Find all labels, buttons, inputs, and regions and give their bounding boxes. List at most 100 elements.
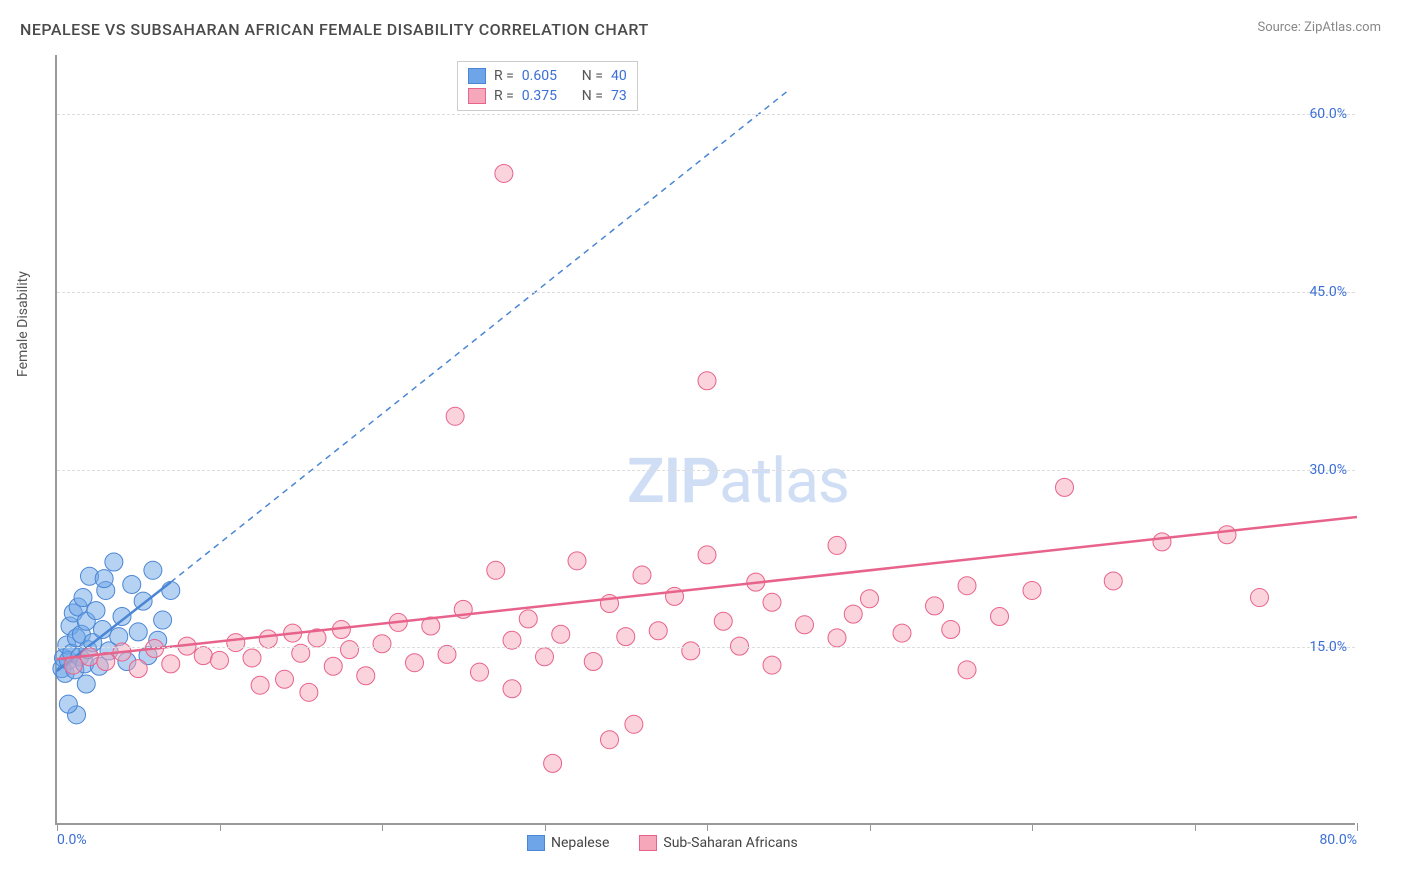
legend-series-item: Nepalese — [527, 835, 609, 851]
x-tick — [1195, 823, 1196, 831]
gridline-h — [57, 114, 1355, 115]
scatter-point — [503, 680, 521, 698]
x-tick — [545, 823, 546, 831]
scatter-point — [617, 628, 635, 646]
legend-series-label: Sub-Saharan Africans — [663, 835, 797, 851]
scatter-point — [105, 553, 123, 571]
scatter-point — [893, 624, 911, 642]
scatter-point — [259, 630, 277, 648]
x-tick-label: 80.0% — [1319, 832, 1357, 848]
scatter-point — [227, 634, 245, 652]
scatter-point — [495, 164, 513, 182]
scatter-point — [633, 566, 651, 584]
x-tick — [1357, 823, 1358, 831]
scatter-point — [584, 653, 602, 671]
r-value: 0.605 — [522, 68, 574, 84]
scatter-point — [844, 605, 862, 623]
plot-svg — [57, 55, 1355, 823]
legend-series-label: Nepalese — [551, 835, 609, 851]
legend-correlation-row: R =0.605N =40 — [468, 66, 627, 86]
scatter-point — [406, 654, 424, 672]
scatter-point — [958, 661, 976, 679]
scatter-point — [194, 647, 212, 665]
scatter-point — [251, 676, 269, 694]
scatter-point — [110, 628, 128, 646]
n-value: 40 — [611, 68, 627, 84]
gridline-h — [57, 647, 1355, 648]
scatter-point — [77, 675, 95, 693]
scatter-point — [87, 602, 105, 620]
r-label: R = — [494, 68, 514, 84]
scatter-point — [763, 656, 781, 674]
scatter-point — [276, 670, 294, 688]
scatter-point — [544, 754, 562, 772]
scatter-point — [828, 536, 846, 554]
regression-dash — [171, 91, 789, 583]
scatter-point — [601, 731, 619, 749]
y-tick-label: 60.0% — [1309, 106, 1347, 122]
scatter-point — [991, 608, 1009, 626]
scatter-point — [926, 597, 944, 615]
chart-title: NEPALESE VS SUBSAHARAN AFRICAN FEMALE DI… — [20, 20, 649, 39]
scatter-point — [123, 576, 141, 594]
scatter-point — [471, 663, 489, 681]
scatter-point — [1056, 478, 1074, 496]
scatter-point — [958, 577, 976, 595]
n-value: 73 — [611, 88, 627, 104]
legend-series-item: Sub-Saharan Africans — [639, 835, 797, 851]
scatter-point — [487, 561, 505, 579]
scatter-point — [59, 695, 77, 713]
scatter-point — [357, 667, 375, 685]
y-tick-label: 30.0% — [1309, 462, 1347, 478]
scatter-point — [552, 625, 570, 643]
legend-swatch — [468, 68, 486, 84]
x-tick — [870, 823, 871, 831]
scatter-point — [1104, 572, 1122, 590]
legend-swatch — [639, 835, 657, 851]
scatter-point — [1153, 533, 1171, 551]
x-tick — [382, 823, 383, 831]
y-axis-title: Female Disability — [15, 271, 31, 377]
scatter-point — [1023, 581, 1041, 599]
scatter-point — [324, 657, 342, 675]
y-tick-label: 15.0% — [1309, 639, 1347, 655]
scatter-point — [796, 616, 814, 634]
chart-container: NEPALESE VS SUBSAHARAN AFRICAN FEMALE DI… — [0, 0, 1406, 892]
source-label: Source: ZipAtlas.com — [1257, 20, 1381, 35]
regression-line — [57, 517, 1357, 659]
x-tick — [220, 823, 221, 831]
scatter-point — [154, 611, 172, 629]
scatter-point — [341, 641, 359, 659]
scatter-point — [763, 593, 781, 611]
plot-area: ZIPatlas R =0.605N =40R =0.375N =73 Nepa… — [55, 55, 1355, 825]
scatter-point — [162, 581, 180, 599]
scatter-point — [1218, 526, 1236, 544]
scatter-point — [300, 683, 318, 701]
scatter-point — [649, 622, 667, 640]
legend-series: Nepalese Sub-Saharan Africans — [527, 835, 798, 851]
gridline-h — [57, 292, 1355, 293]
y-tick-label: 45.0% — [1309, 284, 1347, 300]
scatter-point — [568, 552, 586, 570]
x-tick — [57, 823, 58, 831]
scatter-point — [698, 372, 716, 390]
scatter-point — [211, 651, 229, 669]
legend-swatch — [527, 835, 545, 851]
scatter-point — [519, 610, 537, 628]
scatter-point — [731, 637, 749, 655]
scatter-point — [625, 715, 643, 733]
r-label: R = — [494, 88, 514, 104]
scatter-point — [698, 546, 716, 564]
scatter-point — [682, 642, 700, 660]
scatter-point — [243, 649, 261, 667]
scatter-point — [144, 561, 162, 579]
scatter-point — [129, 660, 147, 678]
gridline-h — [57, 470, 1355, 471]
scatter-point — [95, 570, 113, 588]
scatter-point — [942, 621, 960, 639]
scatter-point — [536, 648, 554, 666]
legend-swatch — [468, 88, 486, 104]
scatter-point — [162, 655, 180, 673]
x-tick-label: 0.0% — [57, 832, 87, 848]
x-tick — [707, 823, 708, 831]
